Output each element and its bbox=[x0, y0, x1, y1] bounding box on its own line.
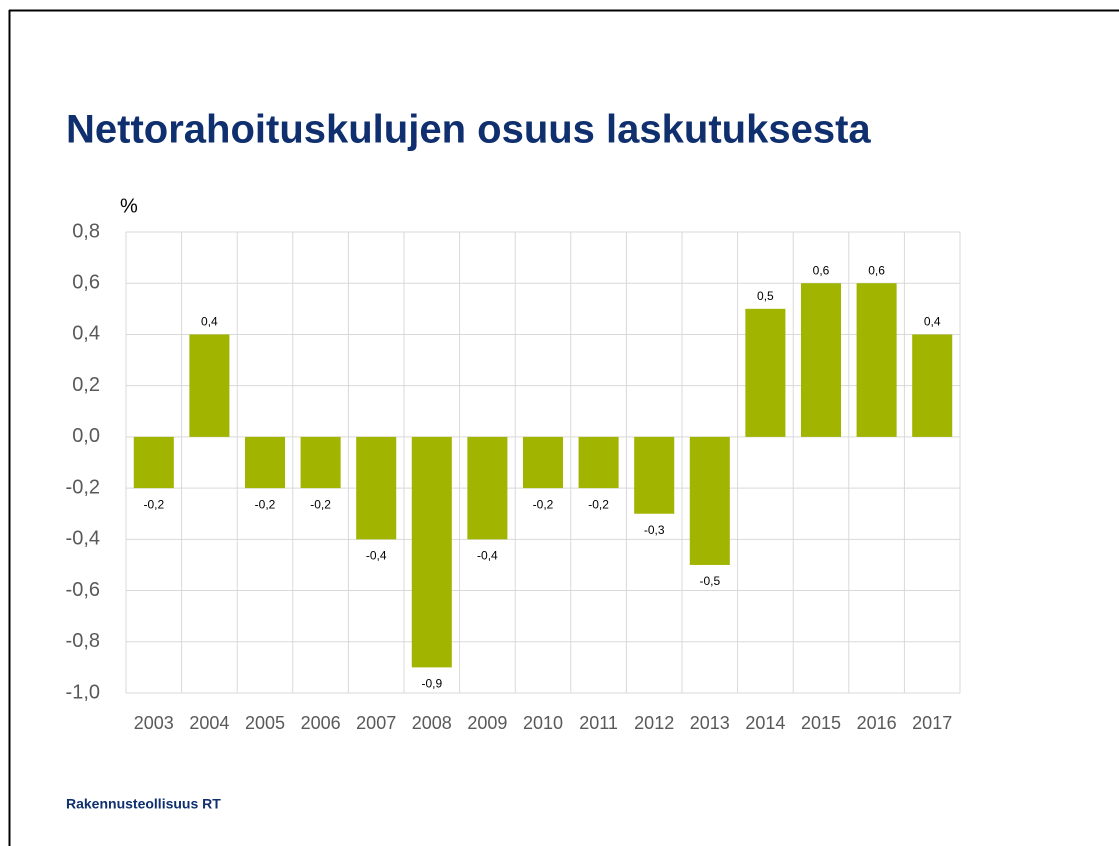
bar bbox=[411, 436, 452, 668]
bar bbox=[189, 334, 230, 437]
data-label: -0,9 bbox=[421, 677, 442, 691]
x-tick-label: 2006 bbox=[301, 713, 341, 733]
bar bbox=[578, 436, 619, 489]
data-label: 0,6 bbox=[813, 263, 830, 277]
x-tick-label: 2007 bbox=[356, 713, 396, 733]
y-tick-label: 0,0 bbox=[72, 425, 100, 447]
y-tick-label: -0,2 bbox=[66, 476, 100, 498]
data-label: -0,2 bbox=[588, 497, 609, 511]
bar bbox=[356, 436, 397, 540]
data-label: -0,4 bbox=[477, 549, 498, 563]
x-tick-label: 2015 bbox=[801, 713, 841, 733]
bar bbox=[745, 308, 786, 437]
data-label: -0,2 bbox=[255, 497, 276, 511]
data-label: -0,3 bbox=[644, 523, 665, 537]
y-tick-label: 0,4 bbox=[72, 323, 100, 345]
x-tick-label: 2004 bbox=[189, 713, 229, 733]
bar bbox=[912, 334, 953, 437]
x-tick-label: 2010 bbox=[523, 713, 563, 733]
chart-title: Nettorahoituskulujen osuus laskutuksesta bbox=[66, 108, 871, 152]
x-tick-label: 2013 bbox=[690, 713, 730, 733]
bar bbox=[467, 436, 508, 540]
data-label: -0,5 bbox=[699, 574, 720, 588]
data-label: -0,2 bbox=[533, 497, 554, 511]
x-tick-label: 2005 bbox=[245, 713, 285, 733]
x-tick-label: 2016 bbox=[857, 713, 897, 733]
y-tick-label: -0,8 bbox=[66, 630, 100, 652]
y-tick-label: 0,8 bbox=[72, 220, 100, 242]
x-tick-label: 2009 bbox=[467, 713, 507, 733]
bar bbox=[800, 283, 842, 437]
x-tick-label: 2003 bbox=[134, 713, 174, 733]
x-tick-label: 2014 bbox=[745, 713, 785, 733]
x-tick-label: 2017 bbox=[912, 713, 952, 733]
y-tick-label: -0,4 bbox=[66, 528, 100, 550]
y-tick-label: -0,6 bbox=[66, 579, 100, 601]
x-tick-label: 2011 bbox=[579, 713, 618, 733]
bar bbox=[133, 436, 174, 489]
data-label: 0,6 bbox=[868, 263, 885, 277]
y-tick-label: -1,0 bbox=[66, 681, 100, 703]
y-tick-label: 0,2 bbox=[72, 374, 100, 396]
data-label: -0,4 bbox=[366, 549, 387, 563]
data-label: -0,2 bbox=[143, 497, 164, 511]
x-tick-label: 2008 bbox=[412, 713, 452, 733]
bar bbox=[856, 283, 897, 437]
bar bbox=[244, 436, 286, 489]
bar bbox=[634, 436, 675, 514]
footer: Rakennusteollisuus RT bbox=[66, 796, 221, 812]
y-axis-label: % bbox=[120, 195, 138, 217]
data-label: 0,4 bbox=[201, 315, 218, 329]
data-label: -0,2 bbox=[310, 497, 331, 511]
bar bbox=[689, 436, 730, 565]
bar bbox=[300, 436, 341, 489]
y-tick-label: 0,6 bbox=[72, 272, 100, 294]
bar bbox=[522, 436, 564, 489]
data-label: 0,5 bbox=[757, 289, 774, 303]
x-tick-label: 2012 bbox=[634, 713, 674, 733]
data-label: 0,4 bbox=[924, 315, 941, 329]
